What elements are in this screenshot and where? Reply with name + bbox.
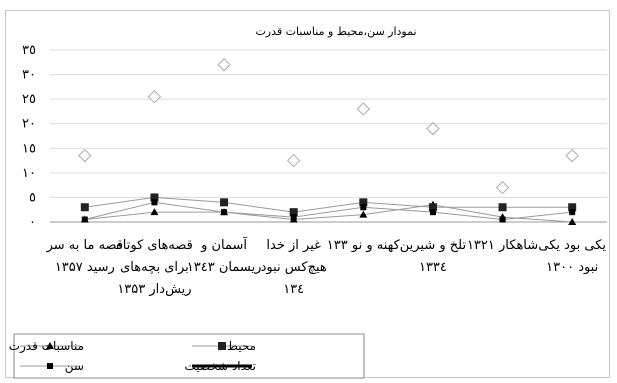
x-category-label: تلخ و شیرین ۱۳۳٤ [399,238,467,275]
chart-title: نمودار سن،محیط و مناسبات قدرت [255,25,417,38]
legend-label: سن [65,359,84,374]
y-tick-label: ۰ [29,215,36,230]
data-point [290,214,297,221]
data-point [81,216,88,223]
data-point [217,58,231,72]
data-point [218,342,226,350]
y-tick-label: ٢٥ [22,92,36,107]
data-point [359,210,368,218]
y-tick-label: ١٠ [22,166,36,181]
y-tick-label: ٢٠ [22,117,36,132]
legend-label: محیط [227,339,256,353]
data-point [80,203,89,212]
y-tick-label: ٣٠ [22,68,36,83]
data-point [498,203,507,212]
data-point [426,121,440,136]
x-category-label: آسمان و ریسمان ۱۳٤۳ [186,238,262,275]
data-point [46,342,54,349]
legend-item: مناسبات قدرت [9,339,84,354]
data-point [147,89,162,104]
y-axis-ticks: ۰ ٥ ١٠ ١٥ ٢٠ ٢٥ ٣٠ ٣٥ [22,43,36,230]
legend-label: مناسبات قدرت [9,339,84,354]
legend-item: تعداد شخصیت [184,359,256,373]
data-point [150,208,159,216]
data-point [565,148,579,163]
data-point [428,203,437,212]
x-category-label: شاهکار ۱۳۲۱ [466,238,539,253]
data-point [359,198,368,207]
data-point [495,180,510,195]
series-group [78,58,579,195]
data-point [151,199,158,206]
data-point [286,153,301,168]
series-line [84,201,573,221]
data-point [356,102,371,116]
data-point [150,193,159,202]
y-tick-label: ٥ [29,190,36,205]
data-point [220,198,229,207]
x-category-label: کهنه و نو ۱۳۳ [326,238,400,253]
data-point [429,209,436,216]
series-line [84,204,573,223]
data-point [360,204,367,211]
legend: مناسبات قدرت محیط سن تعداد شخصیت [9,333,365,379]
data-point [289,208,298,217]
series [78,58,579,225]
grid [50,49,607,223]
y-tick-label: ١٥ [22,141,36,156]
data-point [568,203,577,212]
series-group [81,199,576,223]
legend-label: تعداد شخصیت [184,359,256,373]
series-line [84,196,573,213]
data-point [47,363,53,369]
data-point [78,148,92,163]
data-point [568,218,577,225]
x-category-label: قصه‌های کوتاه برای بچه‌های ریش‌دار ۱۳۵۳ [115,238,193,297]
data-point [499,216,506,223]
series-group [80,193,577,217]
x-category-label: قصه ما به سر رسید ۱۳۵۷ [46,238,124,275]
data-point [569,209,576,216]
legend-item: محیط [192,339,256,353]
legend-item: سن [20,359,84,374]
data-point [221,209,228,216]
x-category-label: غیر از خدا هیچ‌کس نبود ۱۳٤ [260,238,327,297]
legend-box [13,333,365,379]
y-tick-label: ٣٥ [22,43,36,58]
x-category-label: یکی بود یکی نبود ۱۳۰۰ [538,238,607,275]
